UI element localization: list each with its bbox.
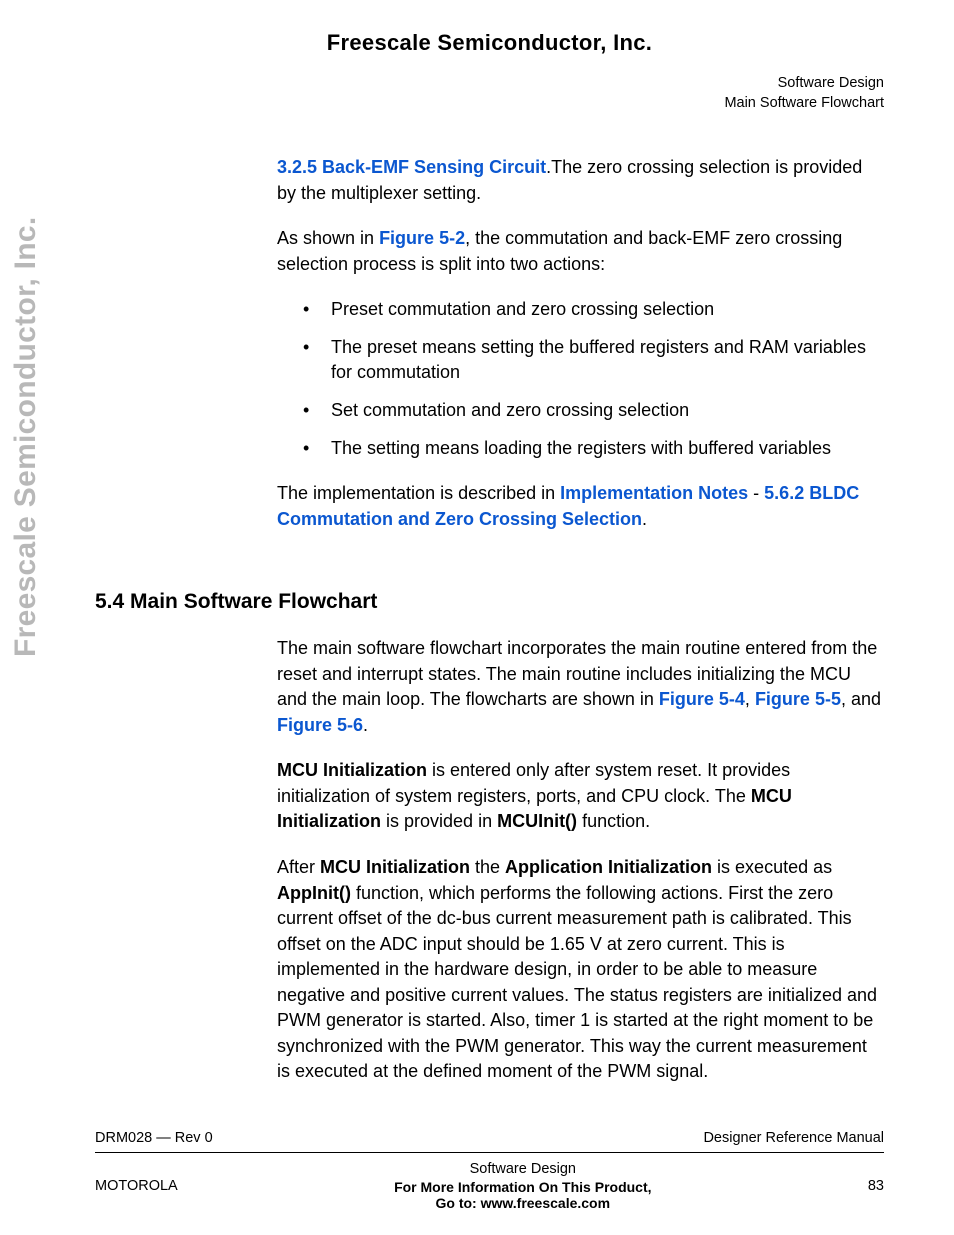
p6-t4: function, which performs the following a… [277,883,877,1082]
list-item: Set commutation and zero crossing select… [277,398,884,424]
p6-t2: the [470,857,505,877]
section-heading-5-4: 5.4 Main Software Flowchart [95,590,884,614]
p6-b2: Application Initialization [505,857,712,877]
footer-rev: DRM028 — Rev 0 [95,1130,213,1146]
link-impl-notes[interactable]: Implementation Notes [560,483,748,503]
list-item: The setting means loading the registers … [277,436,884,462]
footer-section: Software Design [178,1161,868,1177]
company-header: Freescale Semiconductor, Inc. [95,30,884,56]
footer-brand: MOTOROLA [95,1178,178,1194]
p3-mid: - [748,483,764,503]
paragraph-3: The implementation is described in Imple… [277,481,884,532]
footer-more2: Go to: www.freescale.com [178,1195,868,1211]
header-right: Software Design Main Software Flowchart [95,74,884,113]
section-content: The main software flowchart incorporates… [277,636,884,1085]
main-content: 3.2.5 Back-EMF Sensing Circuit.The zero … [277,155,884,532]
footer-more1: For More Information On This Product, [178,1179,868,1195]
header-line1: Software Design [95,74,884,94]
bullet-list: Preset commutation and zero crossing sel… [277,297,884,461]
header-line2: Main Software Flowchart [95,94,884,114]
footer-center: Software Design For More Information On … [178,1161,868,1211]
list-item: Preset commutation and zero crossing sel… [277,297,884,323]
footer-manual: Designer Reference Manual [703,1130,884,1146]
p6-t3: is executed as [712,857,832,877]
p3-post: . [642,509,647,529]
p4-post: . [363,715,368,735]
paragraph-2: As shown in Figure 5-2, the commutation … [277,226,884,277]
paragraph-6: After MCU Initialization the Application… [277,855,884,1085]
footer-top-row: DRM028 — Rev 0 Designer Reference Manual [95,1130,884,1153]
paragraph-1: 3.2.5 Back-EMF Sensing Circuit.The zero … [277,155,884,206]
p3-pre: The implementation is described in [277,483,560,503]
link-figure-5-2[interactable]: Figure 5-2 [379,228,465,248]
link-back-emf[interactable]: 3.2.5 Back-EMF Sensing Circuit [277,157,546,177]
sidebar-watermark: Freescale Semiconductor, Inc. [9,216,43,657]
p6-b1: MCU Initialization [320,857,470,877]
p5-t3: function. [577,811,650,831]
paragraph-4: The main software flowchart incorporates… [277,636,884,738]
p5-b3: MCUInit() [497,811,577,831]
p6-b3: AppInit() [277,883,351,903]
page-footer: DRM028 — Rev 0 Designer Reference Manual… [95,1130,884,1211]
p5-t2: is provided in [381,811,497,831]
p4-mid1: , [745,689,755,709]
p2-pre: As shown in [277,228,379,248]
link-figure-5-6[interactable]: Figure 5-6 [277,715,363,735]
footer-mid-row: MOTOROLA Software Design For More Inform… [95,1161,884,1211]
link-figure-5-4[interactable]: Figure 5-4 [659,689,745,709]
p4-mid2: , and [841,689,881,709]
p5-b1: MCU Initialization [277,760,427,780]
list-item: The preset means setting the buffered re… [277,335,884,386]
link-figure-5-5[interactable]: Figure 5-5 [755,689,841,709]
paragraph-5: MCU Initialization is entered only after… [277,758,884,835]
footer-page-number: 83 [868,1178,884,1194]
p6-t1: After [277,857,320,877]
